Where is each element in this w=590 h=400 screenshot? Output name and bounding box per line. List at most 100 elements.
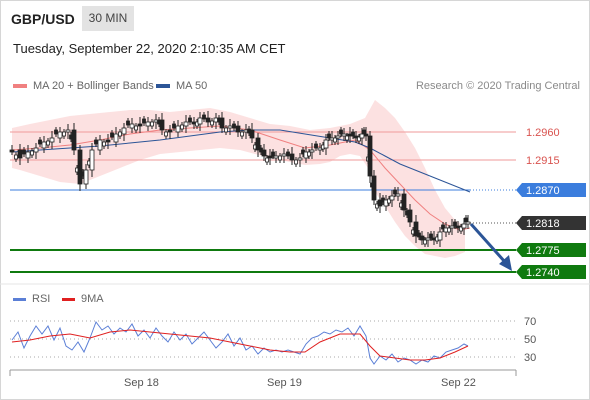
rsi-swatch <box>13 297 26 301</box>
research-credit: Research © 2020 Trading Central <box>415 80 580 92</box>
candle-body <box>273 155 279 159</box>
rsi-tick-30: 30 <box>524 352 536 364</box>
candle-body <box>145 121 151 127</box>
candle-body <box>57 131 63 139</box>
candle-body <box>62 131 66 137</box>
ma50-line <box>11 129 471 193</box>
candle-body <box>345 135 349 141</box>
candle-body <box>441 224 445 230</box>
candle-body <box>94 139 98 145</box>
candle-body <box>33 147 39 153</box>
r2-label: 1.2960 <box>526 127 560 139</box>
candle-body <box>110 132 114 138</box>
candle-body <box>235 125 241 133</box>
rsi-ma-swatch <box>62 297 75 301</box>
candle-body <box>167 129 173 133</box>
legend-rsi-label: RSI <box>32 293 51 305</box>
candle-body <box>387 198 391 204</box>
legend-rsi: RSI <box>13 293 50 305</box>
candle-body <box>423 239 427 245</box>
candle-body <box>363 133 369 137</box>
candle-body <box>351 131 355 137</box>
candle-body <box>134 125 138 131</box>
candle-body <box>14 154 18 160</box>
candle-body <box>309 149 315 153</box>
candle-body <box>240 131 244 137</box>
rsi-ma-line <box>11 329 469 361</box>
candle-body <box>449 225 455 229</box>
s2-tag: 1.2740 <box>516 265 586 279</box>
candle-body <box>367 135 373 177</box>
legend-ma50: MA 50 <box>156 80 207 92</box>
candle-body <box>281 153 287 157</box>
candle-body <box>83 169 89 185</box>
candle-body <box>265 157 269 163</box>
ma20-swatch <box>13 84 27 88</box>
candle-body <box>419 235 425 241</box>
pivot-tag: 1.2870 <box>516 183 586 197</box>
candle-body <box>425 237 431 241</box>
candle-body <box>97 139 103 151</box>
candle-body <box>202 114 206 120</box>
rsi-tick-50: 50 <box>524 334 536 346</box>
x-tick-sep22: Sep 22 <box>441 377 476 389</box>
candle-body <box>54 129 58 135</box>
candle-body <box>205 117 211 123</box>
last-price-tag: 1.2818 <box>516 216 586 230</box>
down-arrow-icon <box>469 222 512 271</box>
candle-body <box>180 124 184 130</box>
candle-body <box>261 149 267 157</box>
candle-body <box>30 150 34 156</box>
candle-body <box>465 221 471 225</box>
candle-body <box>113 133 119 143</box>
timeframe-button[interactable]: 30 MIN <box>82 6 134 31</box>
candle-body <box>377 199 383 207</box>
currency-pair-title: GBP/USD <box>11 11 75 27</box>
candle-body <box>150 121 154 127</box>
candle-body <box>164 131 168 137</box>
candle-body <box>297 157 303 161</box>
candle-body <box>71 129 77 151</box>
candle-body <box>102 141 106 147</box>
candle-body <box>464 217 468 223</box>
candle-body <box>227 125 233 129</box>
candle-body <box>121 127 127 135</box>
candle-body <box>210 120 214 126</box>
ma50-swatch <box>156 84 170 88</box>
candle-body <box>459 226 463 232</box>
candle-body <box>362 129 366 135</box>
candle-body <box>453 221 457 227</box>
candle-body <box>49 137 55 143</box>
candle-body <box>461 223 467 229</box>
candle-body <box>286 151 290 157</box>
candle-body <box>126 120 130 126</box>
candle-body <box>429 233 433 239</box>
candle-body <box>393 189 397 195</box>
report-datetime: Tuesday, September 22, 2020 2:10:35 AM C… <box>13 41 286 56</box>
rsi-line <box>11 320 469 365</box>
candle-body <box>339 129 343 135</box>
s1-label: 1.2775 <box>526 245 560 257</box>
candle-body <box>105 139 111 143</box>
candle-body <box>341 133 347 137</box>
x-tick-sep18: Sep 18 <box>124 377 159 389</box>
x-tick-sep19: Sep 19 <box>267 377 302 389</box>
bollinger-band <box>12 100 465 258</box>
legend-ma50-label: MA 50 <box>176 80 208 92</box>
candle-body <box>267 155 273 159</box>
candle-body <box>219 117 225 129</box>
s2-label: 1.2740 <box>526 267 560 279</box>
candle-body <box>77 149 83 185</box>
rsi-tick-70: 70 <box>524 316 536 328</box>
last-price-label: 1.2818 <box>526 218 560 230</box>
candle-body <box>25 151 31 159</box>
candle-body <box>22 149 26 155</box>
ma20-line <box>11 125 471 231</box>
candle-body <box>323 139 329 149</box>
legend-rsi-ma: 9MA <box>62 293 104 305</box>
candle-body <box>65 129 71 133</box>
candle-body <box>389 195 395 201</box>
candle-body <box>46 140 50 146</box>
candle-body <box>271 151 275 157</box>
